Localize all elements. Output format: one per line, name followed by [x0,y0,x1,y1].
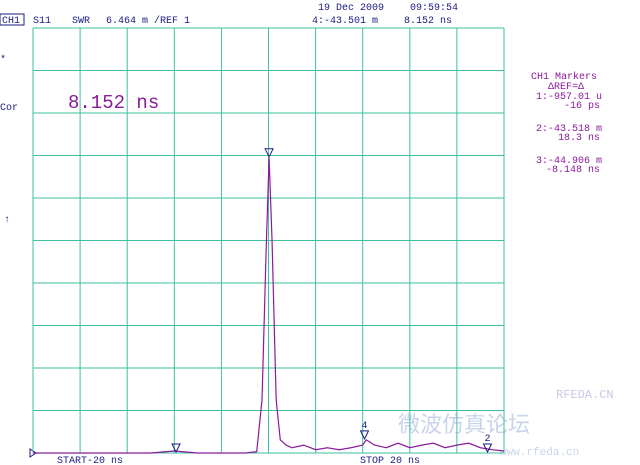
parameter: S11 [33,16,51,27]
marker-panel: -16 ps [564,101,600,112]
scale: 6.464 m /REF 1 [106,15,190,27]
marker-label: 4 [361,421,367,432]
left-label: * [0,54,6,66]
watermark: 微波仿真论坛 [398,413,530,438]
stop-label: STOP 20 ns [360,456,420,465]
marker-panel: 1:-957.01 u [536,92,602,103]
marker-panel: 2:-43.518 m [536,124,602,135]
marker-panel: ΔREF=Δ [548,82,584,93]
channel-box [0,13,25,26]
big-readout: 8.152 ns [68,92,159,114]
marker [264,148,274,158]
active-marker: 4:-43.501 m [312,16,378,27]
watermark: RFEDA.CN [556,388,614,402]
marker-panel: 3:-44.906 m [536,156,602,167]
active-marker-time: 8.152 ns [404,16,452,27]
watermark: www.rfeda.cn [500,447,579,459]
marker [359,430,370,440]
marker-panel: 18.3 ns [558,133,600,144]
time: 09:59:54 [410,3,458,14]
format: SWR [72,16,90,27]
marker [171,443,181,454]
channel: CH1 [2,16,20,27]
left-label: ↑ [4,215,10,226]
marker-panel: CH1 Markers [531,71,597,83]
marker [482,443,493,454]
trace [33,157,505,454]
left-label: Cor [0,103,18,114]
start-label: START-20 ns [57,456,123,465]
marker-label: 2 [485,434,491,445]
marker-panel: -8.148 ns [546,165,600,176]
date: 19 Dec 2009 [318,3,384,14]
